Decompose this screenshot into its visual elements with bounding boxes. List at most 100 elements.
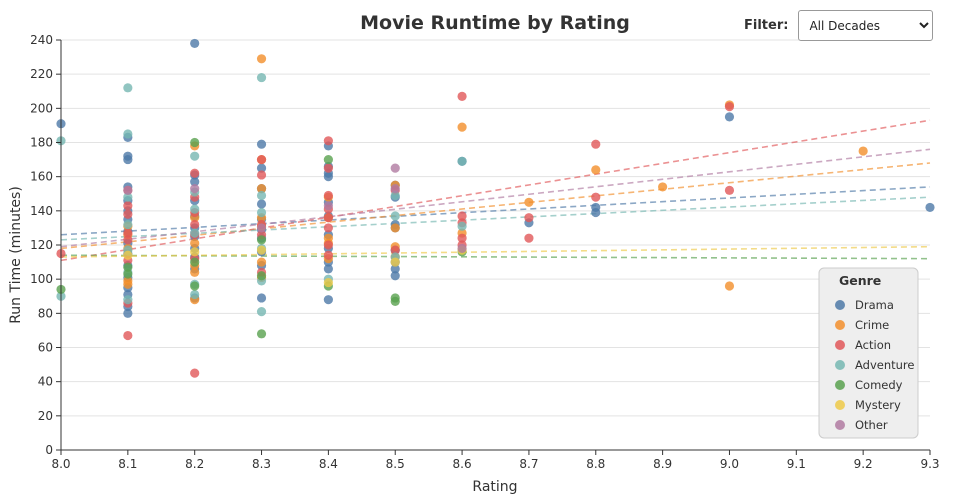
chart-title: Movie Runtime by Rating bbox=[360, 12, 630, 34]
y-tick-label: 60 bbox=[38, 341, 53, 355]
point-adventure bbox=[390, 190, 400, 201]
legend-swatch-other bbox=[835, 420, 845, 430]
point-adventure bbox=[256, 307, 267, 317]
trendline-action bbox=[60, 119, 931, 262]
point-action bbox=[323, 190, 333, 201]
y-tick-label: 0 bbox=[45, 443, 53, 457]
point-action bbox=[323, 213, 333, 223]
legend-swatch-drama bbox=[835, 300, 845, 310]
point-other bbox=[323, 201, 333, 211]
point-adventure bbox=[190, 289, 200, 300]
y-tick-label: 80 bbox=[38, 306, 53, 320]
point-adventure bbox=[190, 151, 200, 161]
point-action bbox=[123, 209, 133, 219]
legend-swatch-mystery bbox=[835, 400, 845, 410]
point-comedy bbox=[190, 257, 200, 267]
trendlines bbox=[60, 119, 931, 262]
point-drama bbox=[256, 293, 267, 303]
point-adventure bbox=[190, 204, 200, 214]
legend-swatch-action bbox=[835, 340, 845, 350]
point-adventure bbox=[123, 83, 133, 93]
y-tick-label: 120 bbox=[30, 238, 53, 252]
point-drama bbox=[323, 295, 333, 305]
point-drama bbox=[591, 207, 601, 218]
point-action bbox=[123, 201, 133, 211]
point-action bbox=[457, 211, 467, 221]
point-crime bbox=[724, 281, 735, 291]
legend-swatch-crime bbox=[835, 320, 845, 330]
point-action bbox=[256, 170, 267, 180]
point-other bbox=[457, 243, 467, 254]
point-adventure bbox=[123, 295, 133, 305]
point-action bbox=[190, 368, 200, 378]
point-comedy bbox=[123, 262, 133, 272]
point-crime bbox=[123, 279, 133, 289]
legend: Genre Drama Crime Action Adventure Comedy Mys… bbox=[818, 267, 919, 439]
point-crime bbox=[591, 165, 601, 175]
point-action bbox=[457, 233, 467, 243]
point-action bbox=[123, 228, 133, 238]
x-tick-label: 8.7 bbox=[519, 457, 538, 471]
x-tick-label: 8.1 bbox=[118, 457, 137, 471]
legend-label-action: Action bbox=[855, 338, 891, 352]
y-tick-label: 220 bbox=[30, 67, 53, 81]
point-drama bbox=[390, 264, 400, 274]
point-comedy bbox=[190, 137, 200, 148]
x-tick-label: 9.3 bbox=[920, 457, 939, 471]
x-tick-label: 8.0 bbox=[51, 457, 70, 471]
y-tick-label: 100 bbox=[30, 272, 53, 286]
point-comedy bbox=[256, 271, 267, 281]
legend-title: Genre bbox=[839, 273, 881, 288]
gridlines bbox=[61, 39, 930, 417]
point-comedy bbox=[256, 329, 267, 339]
point-comedy bbox=[123, 269, 133, 279]
y-axis-title: Run Time (minutes) bbox=[8, 186, 24, 324]
point-mystery bbox=[323, 277, 333, 288]
point-crime bbox=[190, 267, 200, 277]
point-action bbox=[591, 192, 601, 202]
legend-label-comedy: Comedy bbox=[855, 378, 903, 392]
point-action bbox=[323, 250, 333, 260]
y-tick-label: 160 bbox=[30, 170, 53, 184]
point-adventure bbox=[190, 228, 200, 238]
y-tick-label: 40 bbox=[38, 375, 53, 389]
point-crime bbox=[524, 197, 534, 207]
point-action bbox=[323, 223, 333, 233]
legend-label-crime: Crime bbox=[855, 318, 889, 332]
point-drama bbox=[190, 38, 200, 49]
point-comedy bbox=[190, 281, 200, 291]
point-adventure bbox=[256, 72, 267, 83]
legend-swatch-comedy bbox=[835, 380, 845, 390]
point-adventure bbox=[390, 211, 400, 221]
point-action bbox=[390, 245, 400, 255]
point-drama bbox=[323, 172, 333, 182]
point-mystery bbox=[123, 250, 133, 260]
legend-label-adventure: Adventure bbox=[855, 358, 914, 372]
x-axis-title: Rating bbox=[472, 479, 517, 495]
x-tick-label: 8.8 bbox=[586, 457, 605, 471]
legend-label-other: Other bbox=[855, 418, 888, 432]
point-action bbox=[190, 219, 200, 230]
point-mystery bbox=[390, 257, 400, 267]
axes: 0 20 40 60 80 100 120 140 160 180 200 220 240 8.0 8.1 8… bbox=[30, 33, 939, 471]
y-tick-label: 200 bbox=[30, 101, 53, 115]
x-tick-label: 8.5 bbox=[386, 457, 405, 471]
point-crime bbox=[190, 238, 200, 248]
point-other bbox=[190, 184, 200, 194]
trendline-adventure bbox=[60, 196, 931, 241]
point-action bbox=[524, 213, 534, 223]
decade-filter-select[interactable]: All Decades bbox=[798, 10, 934, 41]
point-other bbox=[123, 185, 133, 195]
point-drama bbox=[724, 112, 735, 122]
point-adventure bbox=[457, 156, 467, 166]
point-action bbox=[323, 240, 333, 250]
point-action bbox=[323, 136, 333, 146]
point-crime bbox=[390, 223, 400, 233]
trendline-other bbox=[60, 148, 931, 248]
point-drama bbox=[256, 139, 267, 149]
x-tick-label: 8.2 bbox=[185, 457, 204, 471]
point-drama bbox=[123, 154, 133, 165]
point-comedy bbox=[390, 296, 400, 306]
trendline-crime bbox=[60, 162, 931, 250]
